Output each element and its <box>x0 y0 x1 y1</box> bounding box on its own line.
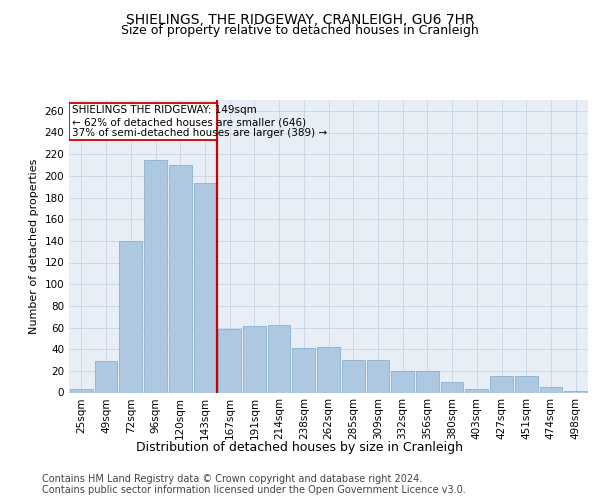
FancyBboxPatch shape <box>70 104 217 140</box>
Bar <box>144 160 167 392</box>
Bar <box>292 348 315 393</box>
Text: Size of property relative to detached houses in Cranleigh: Size of property relative to detached ho… <box>121 24 479 37</box>
Bar <box>119 241 142 392</box>
Bar <box>490 376 513 392</box>
Bar <box>194 184 216 392</box>
Text: Contains HM Land Registry data © Crown copyright and database right 2024.: Contains HM Land Registry data © Crown c… <box>42 474 422 484</box>
Bar <box>391 371 414 392</box>
Bar <box>416 371 439 392</box>
Text: 37% of semi-detached houses are larger (389) →: 37% of semi-detached houses are larger (… <box>73 128 328 138</box>
Text: SHIELINGS THE RIDGEWAY: 149sqm: SHIELINGS THE RIDGEWAY: 149sqm <box>73 106 257 116</box>
Text: Contains public sector information licensed under the Open Government Licence v3: Contains public sector information licen… <box>42 485 466 495</box>
Bar <box>367 360 389 392</box>
Bar <box>243 326 266 392</box>
Bar <box>70 389 93 392</box>
Bar <box>317 347 340 393</box>
Bar <box>539 387 562 392</box>
Text: ← 62% of detached houses are smaller (646): ← 62% of detached houses are smaller (64… <box>73 118 307 128</box>
Bar <box>268 326 290 392</box>
Bar <box>441 382 463 392</box>
Bar <box>515 376 538 392</box>
Bar <box>218 328 241 392</box>
Y-axis label: Number of detached properties: Number of detached properties <box>29 158 39 334</box>
Text: Distribution of detached houses by size in Cranleigh: Distribution of detached houses by size … <box>137 441 464 454</box>
Bar <box>95 361 118 392</box>
Bar <box>466 389 488 392</box>
Bar <box>169 165 191 392</box>
Text: SHIELINGS, THE RIDGEWAY, CRANLEIGH, GU6 7HR: SHIELINGS, THE RIDGEWAY, CRANLEIGH, GU6 … <box>125 12 475 26</box>
Bar <box>342 360 365 392</box>
